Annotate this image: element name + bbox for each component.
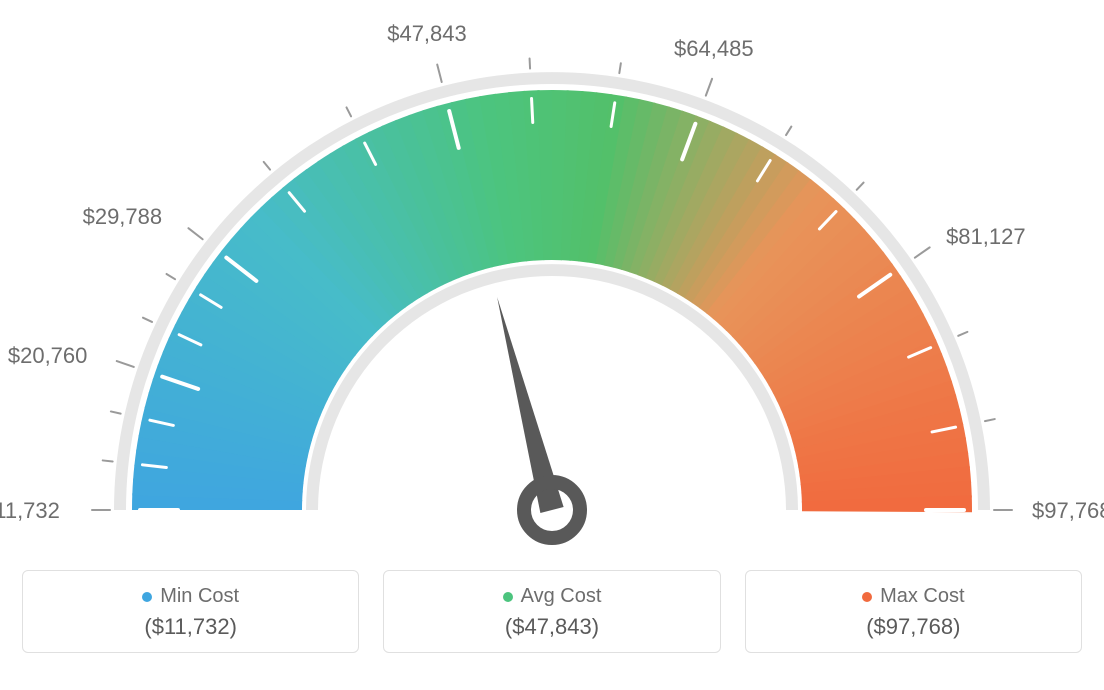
legend-avg-label: Avg Cost bbox=[394, 585, 709, 608]
legend-max-label-text: Max Cost bbox=[880, 585, 964, 608]
gauge-tick-label: $20,760 bbox=[8, 343, 88, 369]
gauge-tick-label: $97,768 bbox=[1032, 498, 1104, 524]
legend-min-value: ($11,732) bbox=[33, 614, 348, 640]
legend-avg-cost: Avg Cost ($47,843) bbox=[383, 570, 720, 653]
legend-max-value: ($97,768) bbox=[756, 614, 1071, 640]
legend-max-dot-icon bbox=[862, 592, 872, 602]
legend-min-cost: Min Cost ($11,732) bbox=[22, 570, 359, 653]
legend-min-label: Min Cost bbox=[33, 585, 348, 608]
legend-avg-dot-icon bbox=[503, 592, 513, 602]
legend-max-label: Max Cost bbox=[756, 585, 1071, 608]
legend-max-cost: Max Cost ($97,768) bbox=[745, 570, 1082, 653]
gauge-tick-label: $29,788 bbox=[83, 204, 163, 230]
legend-min-dot-icon bbox=[142, 592, 152, 602]
gauge-tick-label: $64,485 bbox=[674, 36, 754, 62]
legend-min-label-text: Min Cost bbox=[160, 585, 239, 608]
legend-row: Min Cost ($11,732) Avg Cost ($47,843) Ma… bbox=[22, 570, 1082, 653]
cost-gauge-chart: $11,732$20,760$29,788$47,843$64,485$81,1… bbox=[22, 20, 1082, 560]
gauge-tick-label: $81,127 bbox=[946, 224, 1026, 250]
legend-avg-value: ($47,843) bbox=[394, 614, 709, 640]
legend-avg-label-text: Avg Cost bbox=[521, 585, 602, 608]
gauge-tick-label: $11,732 bbox=[0, 498, 60, 524]
gauge-tick-label: $47,843 bbox=[387, 21, 467, 47]
